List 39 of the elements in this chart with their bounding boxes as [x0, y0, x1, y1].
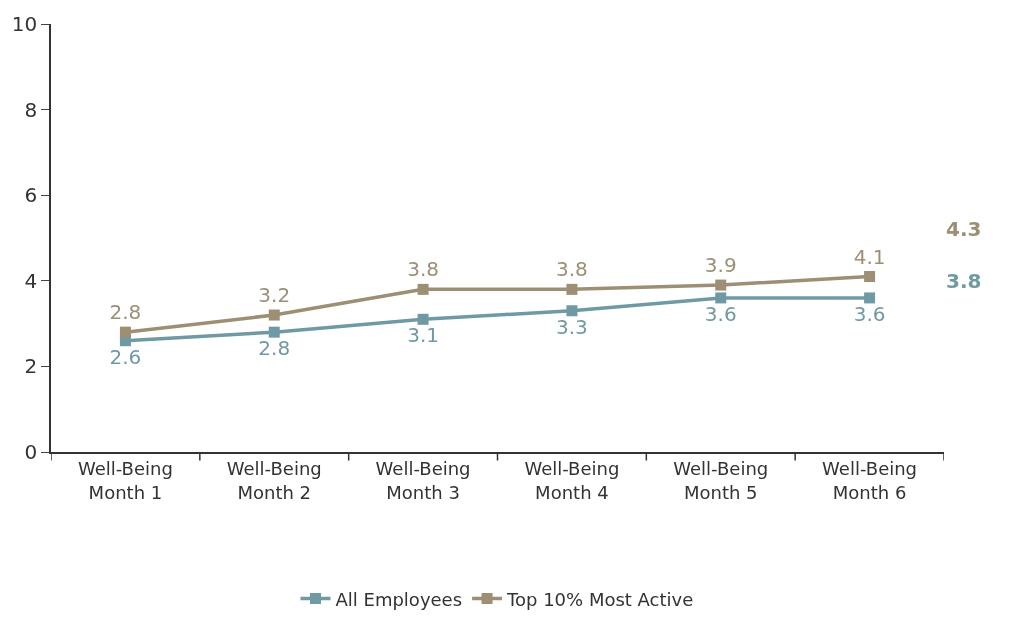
data-label: 3.2: [258, 283, 291, 308]
data-label: 2.8: [258, 336, 291, 361]
x-tick-label: Well-Being Month 5: [673, 458, 769, 503]
point: [119, 326, 131, 338]
point: [268, 309, 280, 321]
data-label: 3.8: [407, 257, 439, 282]
data-label: 3.6: [704, 301, 737, 326]
text: 3.8: [946, 269, 982, 293]
point: [715, 279, 727, 291]
y-tick-label: 10: [11, 12, 38, 36]
y-tick-label: 8: [24, 97, 38, 122]
legend-label: All Employees: [335, 588, 463, 610]
data-label: 3.8: [556, 257, 588, 282]
data-label: 3.1: [407, 323, 439, 348]
x-tick-label: Well-Being Month 4: [524, 458, 620, 503]
data-label: 3.9: [704, 253, 737, 278]
data-label: 2.6: [109, 344, 142, 369]
text: 4.3: [946, 217, 982, 241]
point: [566, 283, 578, 295]
y-tick-label: 6: [24, 183, 38, 208]
x-tick-label: Well-Being Month 6: [822, 458, 918, 503]
legend-label: Top 10% Most Active: [506, 588, 694, 610]
y-tick-label: 0: [24, 440, 38, 464]
point: [566, 305, 578, 317]
x-tick-label: Well-Being Month 2: [226, 458, 322, 503]
x-tick-label: Well-Being Month 1: [77, 458, 173, 503]
point: [864, 271, 876, 283]
point: [864, 292, 876, 304]
point: [417, 313, 429, 325]
x-tick-label: Well-Being Month 3: [375, 458, 471, 503]
y-tick-label: 2: [24, 354, 38, 379]
point: [268, 326, 280, 338]
y-tick-label: 4: [24, 268, 38, 293]
point: [417, 283, 429, 295]
point: [715, 292, 727, 304]
data-label: 3.3: [556, 314, 588, 339]
data-label: 2.8: [109, 300, 142, 325]
data-label: 4.1: [853, 244, 886, 269]
data-label: 3.6: [853, 301, 886, 326]
